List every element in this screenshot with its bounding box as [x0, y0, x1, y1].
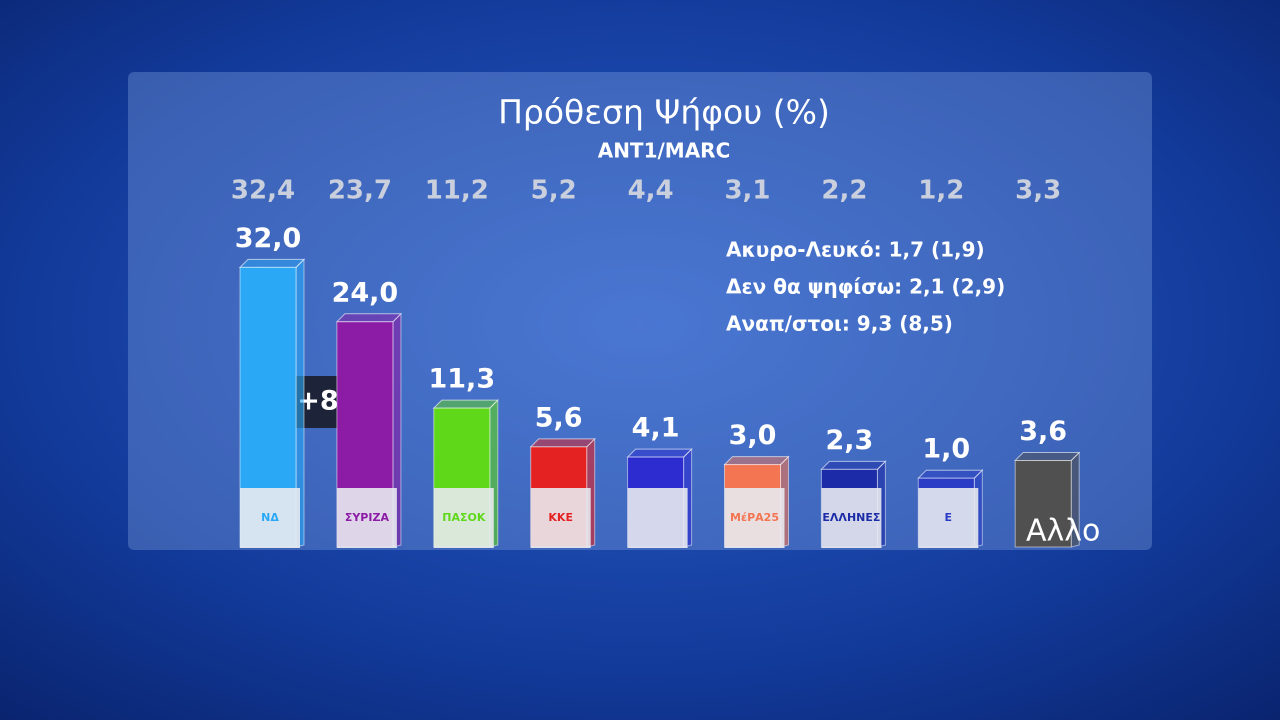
category-label: ΚΚΕ [548, 511, 573, 524]
value-label: 4,1 [632, 413, 680, 444]
bar-top [335, 313, 403, 323]
note: Δεν θα ψηφίσω: 2,1 (2,9) [726, 275, 1005, 299]
party-logo [724, 488, 785, 548]
value-label: 11,3 [428, 364, 495, 395]
party-logo [918, 488, 979, 548]
category-label: ΠΑΣΟΚ [442, 511, 486, 524]
bar-top [1013, 452, 1081, 462]
party-logo [627, 488, 688, 548]
category-label: ΝΔ [261, 511, 279, 524]
value-label: 24,0 [332, 277, 399, 308]
bar-top [238, 258, 306, 268]
bar [1014, 460, 1072, 548]
note: Αναπ/στοι: 9,3 (8,5) [726, 312, 953, 336]
party-logo [530, 488, 591, 548]
chart-subtitle: ANT1/MARC [598, 139, 731, 163]
bar-top [529, 438, 596, 448]
category-label: ΜέΡΑ25 [730, 511, 779, 524]
previous-value-label: 23,7 [328, 176, 392, 206]
bar-top [723, 456, 790, 466]
previous-value-label: 5,2 [531, 176, 577, 206]
value-label: 3,0 [729, 420, 777, 451]
category-label: ΕΛΛΗΝΕΣ [822, 511, 880, 524]
note: Ακυρο-Λευκό: 1,7 (1,9) [726, 238, 985, 262]
category-label: Ε [945, 511, 953, 524]
value-label: 32,0 [235, 223, 302, 254]
value-label: 3,6 [1019, 416, 1067, 447]
bar-top [820, 460, 887, 470]
bar-top [432, 399, 500, 409]
bar-top [917, 469, 984, 479]
category-label: Αλλο [1026, 514, 1100, 549]
previous-value-label: 2,2 [821, 176, 867, 206]
previous-value-label: 3,1 [724, 176, 770, 206]
party-logo [240, 488, 300, 548]
previous-value-label: 32,4 [231, 176, 295, 206]
party-logo [433, 488, 494, 548]
previous-value-label: 4,4 [628, 176, 674, 206]
party-logo [336, 488, 397, 548]
previous-value-label: 1,2 [918, 176, 964, 206]
category-label: ΣΥΡΙΖΑ [345, 511, 390, 524]
previous-value-label: 11,2 [425, 176, 489, 206]
value-label: 1,0 [922, 434, 970, 465]
party-logo [821, 488, 882, 548]
chart-title: Πρόθεση Ψήφου (%) [498, 93, 830, 132]
bar-top [626, 448, 693, 458]
previous-value-label: 3,3 [1015, 176, 1061, 206]
value-label: 5,6 [535, 402, 583, 433]
value-label: 2,3 [825, 425, 873, 456]
